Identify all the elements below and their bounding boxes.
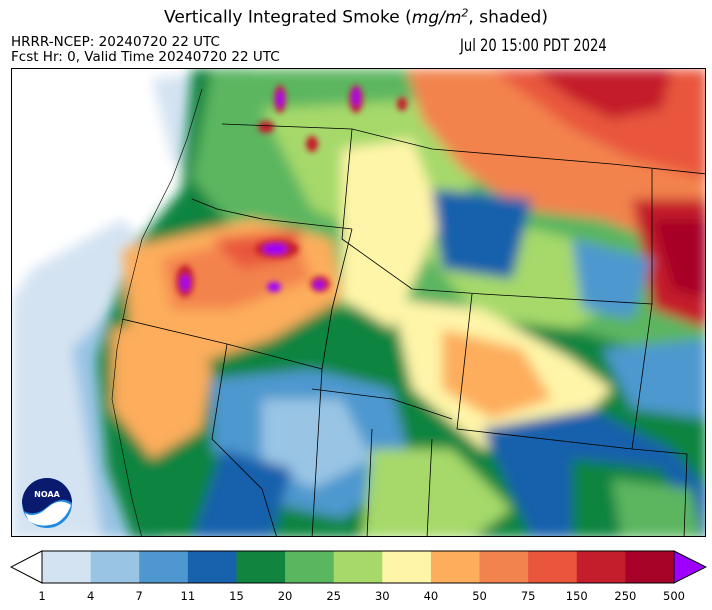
boundaries bbox=[121, 123, 705, 536]
land-smoke bbox=[97, 69, 705, 536]
colorbar-cell bbox=[333, 551, 383, 583]
coastline bbox=[111, 88, 203, 536]
colorbar-tick-label: 30 bbox=[374, 589, 390, 603]
colorbar bbox=[10, 550, 707, 584]
colorbar-cell bbox=[576, 551, 626, 583]
colorbar-tick-label: 150 bbox=[565, 589, 588, 603]
title-unit: mg/m2 bbox=[411, 6, 469, 28]
smoke-map-canvas bbox=[12, 69, 705, 536]
colorbar-tick-label: 25 bbox=[326, 589, 342, 603]
colorbar-tick-label: 1 bbox=[38, 589, 46, 603]
smoke-map bbox=[11, 68, 706, 537]
colorbar-tick-label: 11 bbox=[180, 589, 196, 603]
colorbar-cell bbox=[430, 551, 481, 583]
colorbar-cell bbox=[479, 551, 529, 583]
colorbar-tick-label: 250 bbox=[614, 589, 637, 603]
colorbar-cell bbox=[139, 551, 189, 583]
colorbar-tick-label: 20 bbox=[277, 589, 293, 603]
colorbar-cell bbox=[236, 551, 286, 583]
colorbar-cell bbox=[42, 551, 92, 583]
colorbar-cell bbox=[90, 551, 140, 583]
fire-hotspots bbox=[176, 85, 407, 297]
colorbar-cell bbox=[187, 551, 237, 583]
title-suffix: , shaded) bbox=[468, 7, 548, 28]
colorbar-tick-label: 7 bbox=[135, 589, 143, 603]
colorbar-cell bbox=[382, 551, 432, 583]
colorbar-tick-label: 4 bbox=[86, 589, 95, 603]
colorbar-over-arrow bbox=[673, 550, 707, 584]
valid-time-label: Jul 20 15:00 PDT 2024 bbox=[460, 36, 607, 56]
colorbar-tick-label: 50 bbox=[472, 589, 487, 603]
colorbar-tick-label: 15 bbox=[229, 589, 244, 603]
forecast-label: Fcst Hr: 0, Valid Time 20240720 22 UTC bbox=[11, 49, 280, 65]
colorbar-ticks: 1 4 7 11 15 20 25 30 40 50 75 150 250 500 bbox=[0, 589, 712, 605]
colorbar-cell bbox=[528, 551, 578, 583]
noaa-logo: NOAA bbox=[21, 477, 73, 529]
colorbar-tick-label: 40 bbox=[423, 589, 439, 603]
map-title: Vertically Integrated Smoke (mg/m2, shad… bbox=[0, 6, 712, 28]
noaa-logo-text: NOAA bbox=[34, 490, 60, 499]
colorbar-cell bbox=[625, 551, 675, 583]
colorbar-tick-label: 500 bbox=[663, 589, 685, 603]
title-prefix: Vertically Integrated Smoke ( bbox=[164, 7, 412, 28]
model-run-label: HRRR-NCEP: 20240720 22 UTC bbox=[11, 34, 220, 50]
colorbar-under-arrow bbox=[10, 550, 43, 584]
run-info: HRRR-NCEP: 20240720 22 UTC Fcst Hr: 0, V… bbox=[11, 35, 280, 65]
colorbar-frame bbox=[41, 550, 675, 584]
colorbar-cell bbox=[285, 551, 335, 583]
colorbar-tick-label: 75 bbox=[520, 589, 536, 603]
